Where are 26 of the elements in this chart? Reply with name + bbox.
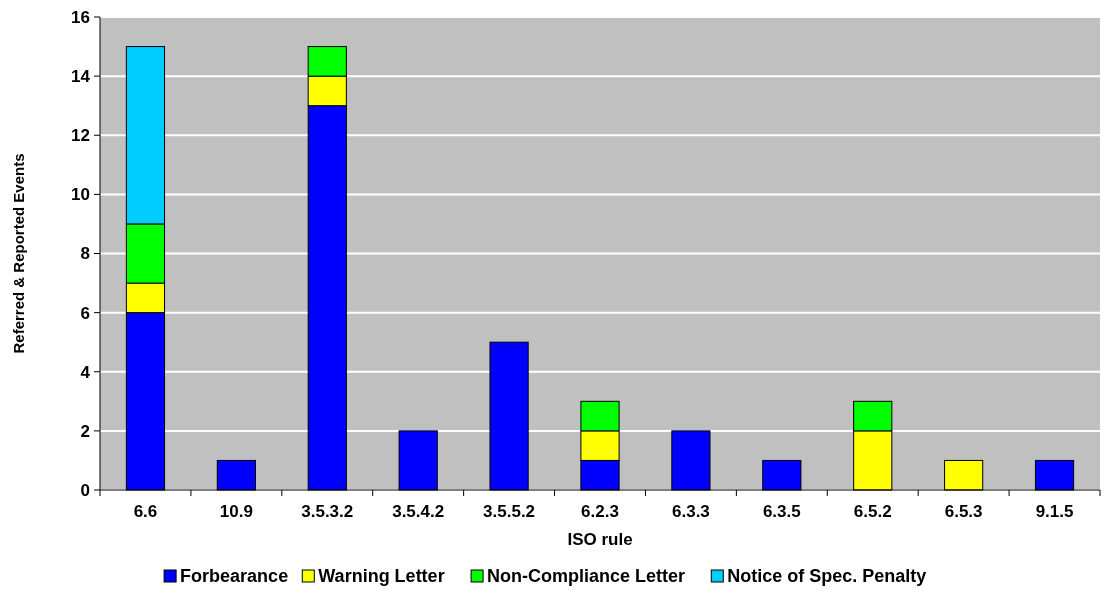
y-tick-label: 12 bbox=[71, 126, 90, 146]
x-tick-label: 6.3.5 bbox=[762, 502, 801, 521]
x-tick-label: 6.5.2 bbox=[853, 502, 892, 521]
y-tick-label: 14 bbox=[71, 67, 91, 87]
x-tick-label: 6.5.3 bbox=[944, 502, 983, 521]
legend-label: Forbearance bbox=[180, 566, 289, 586]
x-tick-label: 3.5.5.2 bbox=[483, 502, 536, 521]
y-tick-label: 8 bbox=[80, 244, 90, 264]
legend-label: Non-Compliance Letter bbox=[487, 566, 686, 586]
x-tick-label: 6.6 bbox=[133, 502, 158, 521]
y-tick-label: 6 bbox=[80, 303, 90, 323]
x-tick-label: 3.5.3.2 bbox=[301, 502, 354, 521]
y-axis-title: Referred & Reported Events bbox=[10, 153, 27, 354]
y-tick-label: 2 bbox=[80, 421, 90, 441]
x-tick-label: 10.9 bbox=[219, 502, 253, 521]
x-tick-label: 3.5.4.2 bbox=[392, 502, 445, 521]
legend-label: Warning Letter bbox=[318, 566, 445, 586]
y-tick-label: 10 bbox=[71, 185, 90, 205]
x-tick-label: 6.2.3 bbox=[581, 502, 619, 521]
y-tick-label: 4 bbox=[80, 362, 91, 382]
y-tick-label: 0 bbox=[80, 480, 90, 500]
y-tick-label: 16 bbox=[71, 7, 90, 27]
x-tick-label: 9.1.5 bbox=[1035, 502, 1074, 521]
x-tick-label: 6.3.3 bbox=[672, 502, 710, 521]
legend-label: Notice of Spec. Penalty bbox=[727, 566, 927, 586]
x-axis-title: ISO rule bbox=[567, 530, 633, 549]
